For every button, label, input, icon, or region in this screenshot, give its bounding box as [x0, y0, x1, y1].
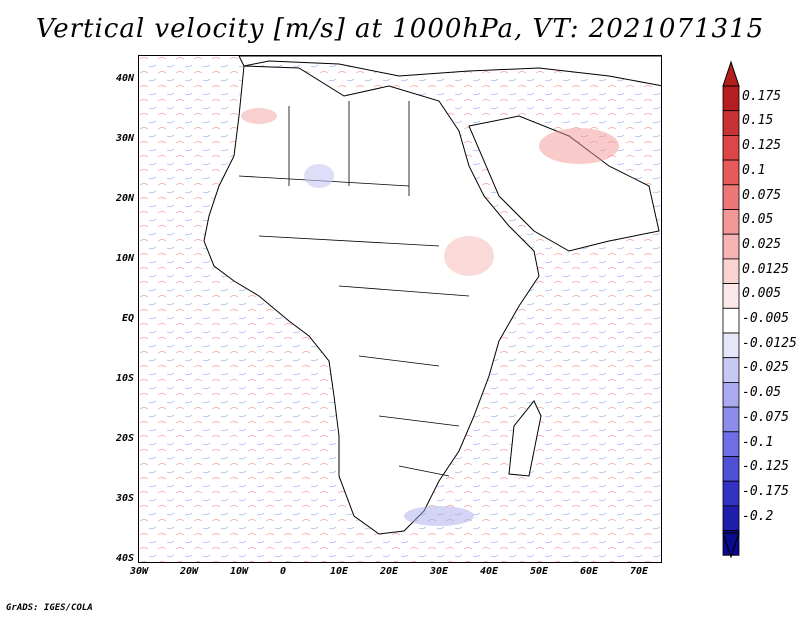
lat-tick-label: 20S	[115, 433, 134, 444]
velocity-map	[139, 56, 661, 562]
footer-credit: GrADS: IGES/COLA	[6, 603, 93, 613]
colorbar-bottom-arrow	[722, 532, 740, 559]
colorbar-top-arrow	[722, 60, 740, 87]
lat-tick-label: 40N	[115, 73, 134, 84]
colorbar-swatch	[722, 332, 740, 359]
lat-tick-label: 10S	[115, 373, 134, 384]
colorbar-level-label: 0.15	[742, 113, 774, 129]
colorbar-level-label: 0.175	[742, 88, 782, 104]
colorbar-swatch	[722, 456, 740, 482]
colorbar-swatch	[722, 406, 740, 433]
map-title: Vertical velocity [m/s] at 1000hPa, VT: …	[35, 14, 765, 44]
colorbar-level-label: 0.005	[742, 286, 782, 302]
arabia-coastline	[468, 115, 660, 252]
colorbar-swatch	[722, 134, 740, 161]
colorbar-level-label: 0.0125	[742, 261, 789, 277]
lon-tick-label: 20W	[180, 566, 199, 577]
lon-tick-label: 30W	[130, 566, 149, 577]
lon-tick-label: 10E	[330, 566, 349, 577]
colorbar-level-label: -0.0125	[742, 335, 797, 351]
colorbar-swatch	[722, 431, 740, 457]
colorbar-swatch	[722, 233, 740, 260]
colorbar-level-label: 0.1	[742, 162, 766, 178]
colorbar-swatch	[722, 307, 740, 334]
colorbar-swatch	[722, 283, 740, 309]
colorbar-swatch	[722, 184, 740, 210]
colorbar-swatch	[722, 159, 740, 186]
colorbar-level-label: -0.075	[742, 409, 789, 425]
map-plot-area	[138, 55, 662, 563]
colorbar-level-label: -0.1	[742, 434, 774, 450]
colorbar-swatch	[722, 381, 740, 408]
colorbar-level-label: -0.125	[742, 459, 789, 475]
colorbar-swatch	[722, 258, 740, 284]
colorbar-level-label: 0.05	[742, 212, 774, 228]
colorbar-level-label: 0.125	[742, 138, 782, 154]
lon-tick-label: 30E	[430, 566, 449, 577]
lon-tick-label: 60E	[580, 566, 599, 577]
colorbar-level-label: -0.005	[742, 311, 789, 326]
lat-tick-label: 40S	[115, 553, 134, 564]
colorbar-swatch	[722, 357, 740, 383]
colorbar-swatch	[722, 505, 740, 531]
lon-tick-label: 20E	[380, 566, 399, 577]
colorbar-level-label: -0.025	[742, 360, 789, 376]
lon-tick-label: 40E	[480, 566, 499, 577]
lon-tick-label: 70E	[630, 566, 649, 577]
lat-tick-label: 10N	[115, 253, 134, 264]
colorbar-swatch	[722, 209, 740, 235]
convection-hotspots	[241, 108, 619, 526]
lat-tick-label: 20N	[115, 193, 134, 204]
colorbar-level-label: -0.175	[742, 483, 789, 499]
colorbar-level-label: 0.025	[742, 236, 782, 252]
colorbar-swatch	[722, 110, 740, 136]
lon-tick-label: 50E	[530, 566, 549, 577]
lon-tick-label: 0	[280, 566, 287, 577]
colorbar-swatch	[722, 480, 740, 507]
madagascar-island	[508, 400, 542, 477]
colorbar-level-label: -0.05	[742, 385, 782, 401]
colorbar-swatch	[722, 85, 740, 112]
lat-tick-label: 30S	[115, 493, 134, 504]
lat-tick-label: 30N	[115, 133, 134, 144]
europe-coastline	[238, 56, 661, 87]
lon-tick-label: 10W	[230, 566, 249, 577]
colorbar-level-label: -0.2	[742, 508, 774, 524]
lat-tick-label: EQ	[121, 313, 134, 324]
colorbar-level-label: 0.075	[742, 187, 782, 203]
